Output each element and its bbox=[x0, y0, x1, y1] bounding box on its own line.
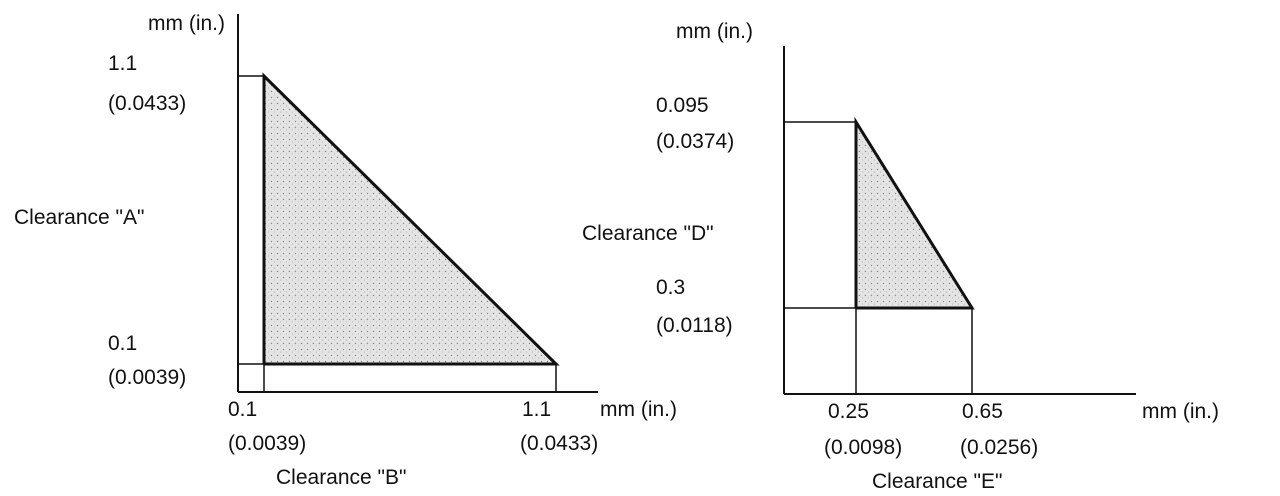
left-x-left-mm: 0.1 bbox=[228, 398, 257, 421]
left-diagram: mm (in.) 1.1 (0.0433) Clearance "A" 0.1 … bbox=[14, 12, 677, 489]
right-y-top-mm: 0.095 bbox=[656, 94, 709, 117]
left-y-bottom-in: (0.0039) bbox=[108, 366, 186, 389]
right-y-unit: mm (in.) bbox=[676, 20, 753, 43]
left-y-top-mm: 1.1 bbox=[108, 52, 137, 75]
right-x-title: Clearance "E" bbox=[872, 470, 1002, 493]
right-y-bottom-in: (0.0118) bbox=[656, 314, 733, 337]
left-x-unit: mm (in.) bbox=[600, 398, 677, 421]
right-x-unit: mm (in.) bbox=[1142, 400, 1219, 423]
left-x-left-in: (0.0039) bbox=[228, 432, 306, 455]
right-x-left-in: (0.0098) bbox=[824, 436, 902, 459]
left-y-unit: mm (in.) bbox=[148, 12, 225, 35]
right-x-right-mm: 0.65 bbox=[962, 400, 1003, 423]
left-y-title: Clearance "A" bbox=[14, 206, 144, 229]
left-x-title: Clearance "B" bbox=[276, 466, 406, 489]
left-y-bottom-mm: 0.1 bbox=[108, 332, 137, 355]
left-region-outline bbox=[262, 72, 560, 366]
left-y-top-in: (0.0433) bbox=[108, 92, 186, 115]
right-region-outline bbox=[854, 116, 975, 310]
right-diagram: mm (in.) 0.095 (0.0374) Clearance "D" 0.… bbox=[582, 20, 1219, 493]
left-x-right-in: (0.0433) bbox=[520, 432, 598, 455]
left-x-right-mm: 1.1 bbox=[522, 398, 551, 421]
right-y-bottom-mm: 0.3 bbox=[656, 276, 685, 299]
right-x-left-mm: 0.25 bbox=[828, 400, 869, 423]
right-x-right-in: (0.0256) bbox=[960, 436, 1038, 459]
right-y-top-in: (0.0374) bbox=[656, 130, 734, 153]
right-y-title: Clearance "D" bbox=[582, 222, 714, 245]
